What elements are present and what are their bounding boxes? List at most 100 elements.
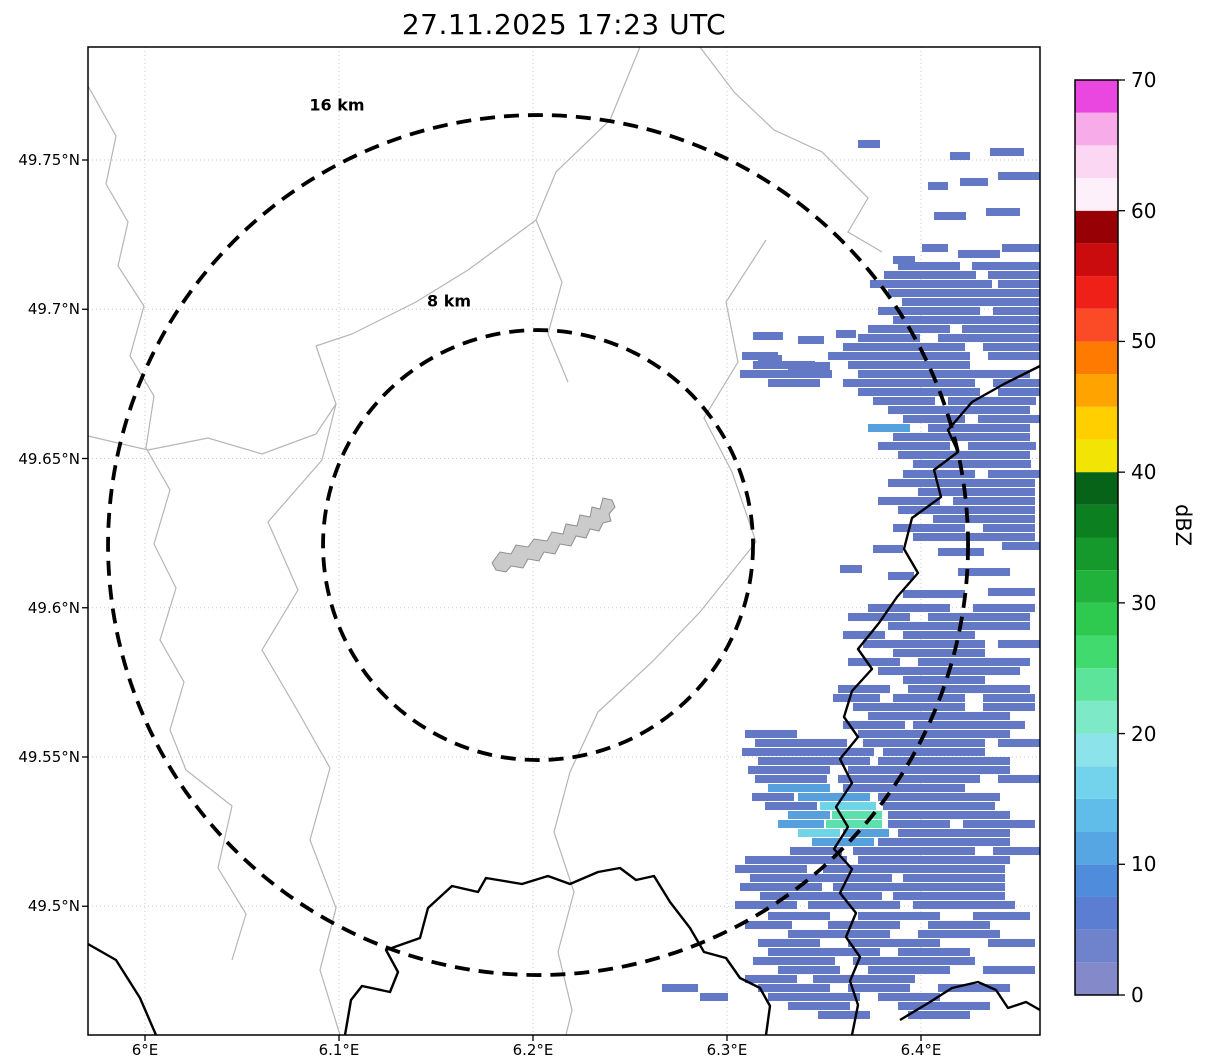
radar-echo-cell [753,361,815,369]
x-tick-label: 6.4°E [900,1041,942,1059]
radar-echo-cell [740,883,822,891]
colorbar-segment [1075,537,1118,571]
radar-echo-cell [913,460,1031,468]
radar-echo-cell [893,316,1040,324]
radar-echo-cell [758,939,820,947]
radar-echo-cell [813,975,915,983]
colorbar-segment [1075,864,1118,897]
radar-echo-cell [913,901,1015,909]
plot-frame [87,46,1041,1036]
radar-echo-cell [986,208,1020,216]
colorbar-segment [1075,570,1118,603]
radar-echo-cell [836,330,856,338]
radar-echo-cell [883,748,985,756]
radar-echo-cell [888,820,950,828]
radar-echo-cell [1002,542,1040,550]
radar-echo-cell [878,838,1010,846]
radar-echo-cell [735,901,797,909]
colorbar-axis-label: dBZ [1171,503,1195,547]
radar-echo-cell [990,148,1024,156]
radar-echo-cell [753,957,835,965]
radar-echo-cell [998,739,1040,747]
colorbar-frame [1074,79,1119,996]
radar-echo-cell [858,730,1010,738]
colorbar-segment [1075,406,1118,440]
radar-echo-cell [768,948,880,956]
colorbar-segment [1075,178,1118,211]
radar-echo-cell [745,975,797,983]
y-tick-label: 49.6°N [27,598,80,617]
radar-echo-cell [988,588,1035,596]
colorbar-segment [1075,374,1118,407]
radar-echo-cell [922,244,948,252]
radar-echo-cell [790,847,842,855]
radar-echo-cell [858,856,1010,864]
colorbar-segment [1075,831,1118,865]
country-border-line [832,364,1040,1035]
colorbar-segment [1075,700,1118,734]
radar-echo-cell [768,912,830,920]
colorbar-segment [1075,635,1118,669]
radar-echo-cell [962,325,1040,333]
radar-echo-cell [873,397,935,405]
radar-echo-cell [988,271,1040,279]
colorbar-segment [1075,276,1118,309]
radar-echo-cell [788,1002,850,1010]
radar-echo-cell [973,912,1030,920]
radar-echo-cell [948,397,1036,405]
radar-echo-cell [898,1002,990,1010]
radar-echo-cell [918,488,1035,496]
colorbar-segment [1075,733,1118,767]
radar-echo-cell [998,640,1040,648]
radar-echo-cell [873,545,903,553]
admin-boundary-line [88,85,247,961]
colorbar-segment [1075,504,1118,538]
radar-echo-cell [938,548,984,556]
y-tick-label: 49.5°N [27,897,80,916]
radar-echo-cell [933,515,1035,523]
radar-echo-cell [983,694,1035,702]
radar-echo-cell [903,631,975,639]
radar-echo-cell [983,966,1035,974]
radar-echo-cell [903,676,985,684]
radar-echo-cell [903,874,1005,882]
colorbar-segment [1075,798,1118,832]
colorbar-segment [1075,472,1118,505]
radar-echo-cell [828,921,900,929]
radar-echo-cell [798,793,870,801]
radar-echo-cell [968,442,1036,450]
country-border-line [899,980,1040,1022]
radar-echo-cell [983,343,1040,351]
radar-echo-cell [898,451,1030,459]
radar-echo-cell [903,415,965,423]
radar-echo-cell [863,739,985,747]
radar-echo-cell [918,930,1000,938]
radar-echo-cell [826,820,882,828]
radar-echo-cell [758,757,870,765]
radar-echo-cell [848,984,910,992]
radar-echo-cell [868,604,950,612]
radar-echo-cell [788,930,890,938]
radar-echo-cell [742,748,874,756]
colorbar-segment [1075,439,1118,473]
admin-boundary-line [315,47,641,347]
radar-echo-cell [858,140,880,148]
radar-echo-cell [848,766,1010,774]
radar-echo-cell [878,442,950,450]
radar-echo-cell [868,424,910,432]
x-tick-label: 6.1°E [318,1041,360,1059]
radar-echo-cell [898,829,1010,837]
radar-echo-cell [755,775,827,783]
radar-echo-cell [760,892,882,900]
radar-echo-cell [870,280,992,288]
colorbar-segment [1075,112,1118,146]
radar-echo-cell [978,415,1040,423]
radar-echo-cell [848,658,900,666]
radar-echo-cell [868,712,1010,720]
radar-echo-cell [812,838,874,846]
radar-echo-cell [888,479,1035,487]
radar-echo-cell [662,984,698,992]
radar-echo-cell [833,883,1005,891]
